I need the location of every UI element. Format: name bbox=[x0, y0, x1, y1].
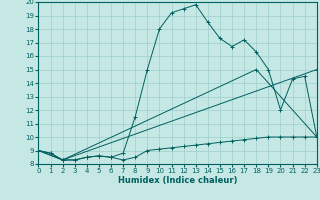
X-axis label: Humidex (Indice chaleur): Humidex (Indice chaleur) bbox=[118, 176, 237, 185]
